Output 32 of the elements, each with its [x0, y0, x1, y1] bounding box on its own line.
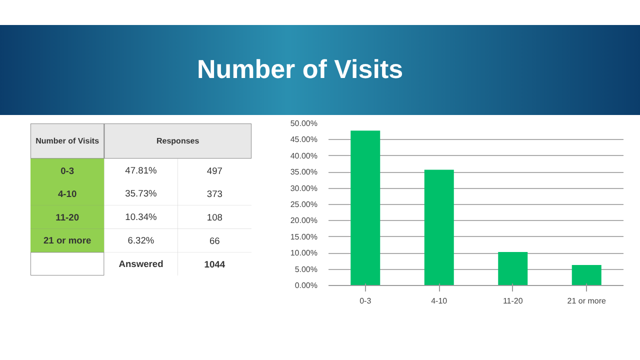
text: 35.73%: [125, 188, 157, 199]
x-tick-label: 4-10: [431, 296, 448, 306]
text: 21 or more: [43, 235, 92, 246]
y-tick-label: 20.00%: [290, 216, 318, 226]
x-tick-label: 21 or more: [567, 296, 607, 306]
y-tick-label: 50.00%: [290, 119, 318, 128]
chart-title: Number of Visits: [0, 25, 640, 115]
y-tick-label: 5.00%: [294, 264, 318, 274]
text: 47.81%: [125, 165, 157, 176]
text: 6.32%: [128, 235, 154, 246]
x-tick-label: 11-20: [502, 296, 524, 306]
text: 108: [206, 212, 222, 223]
text: Number of Visits: [36, 136, 100, 146]
text: 10.34%: [125, 212, 157, 222]
y-tick-label: 40.00%: [290, 151, 318, 160]
text: Answered: [118, 258, 164, 269]
y-tick-label: 15.00%: [290, 232, 318, 242]
y-tick-label: 35.00%: [290, 168, 318, 177]
y-tick-label: 30.00%: [290, 184, 318, 193]
text: 11-20: [56, 212, 80, 223]
text: 4-10: [58, 189, 77, 200]
text: 373: [206, 189, 222, 200]
text: 497: [206, 166, 222, 176]
y-tick-label: 0.00%: [294, 281, 318, 290]
y-tick-label: 45.00%: [290, 135, 318, 144]
text: 66: [209, 236, 220, 246]
x-tick-label: 0-3: [360, 296, 372, 306]
text: 1044: [204, 259, 226, 270]
text: 0-3: [60, 166, 74, 176]
y-tick-label: 25.00%: [290, 200, 318, 209]
y-tick-label: 10.00%: [290, 248, 318, 258]
text: Responses: [156, 136, 200, 146]
